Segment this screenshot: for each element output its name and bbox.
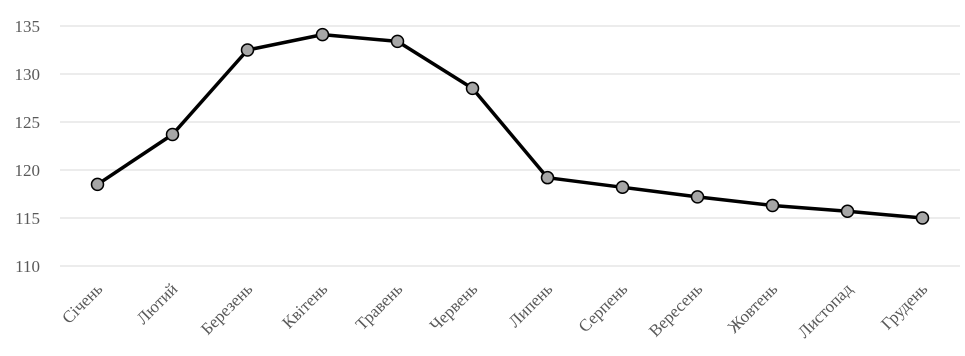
y-tick-label: 110 [15,257,40,276]
y-tick-label: 115 [15,209,40,228]
data-point [915,211,930,225]
x-category-label: Жовтень [724,279,782,337]
data-point [240,43,255,57]
y-axis-tick-labels: 110 115 120 125 130 135 [15,17,41,276]
series-line [95,32,925,220]
y-tick-label: 130 [15,65,41,84]
data-point [690,190,705,204]
data-point [90,177,105,192]
x-category-label: Березень [197,279,256,338]
data-point [465,81,480,96]
x-category-label: Липень [505,279,557,331]
x-category-label: Грудень [877,279,931,333]
data-point [840,204,855,219]
data-points [90,27,930,225]
data-point [315,27,330,42]
data-point [765,198,780,213]
x-category-label: Серпень [575,279,632,336]
series-line-layer [95,32,925,220]
y-tick-label: 120 [15,161,41,180]
data-point [540,170,555,185]
x-category-label: Квітень [278,279,331,332]
x-category-label: Лютий [133,279,182,328]
data-point [390,34,405,49]
x-category-label: Вересень [645,279,706,340]
x-category-label: Листопад [794,279,857,342]
x-category-label: Червень [426,279,482,335]
x-category-label: Січень [58,279,106,327]
gridlines [60,25,960,267]
data-point [615,180,630,195]
x-category-label: Травень [352,279,407,334]
y-tick-label: 125 [15,113,41,132]
data-point [165,127,180,142]
y-tick-label: 135 [15,17,41,36]
x-axis-category-labels: Січень Лютий Березень Квітень Травень Червень… [58,279,931,342]
